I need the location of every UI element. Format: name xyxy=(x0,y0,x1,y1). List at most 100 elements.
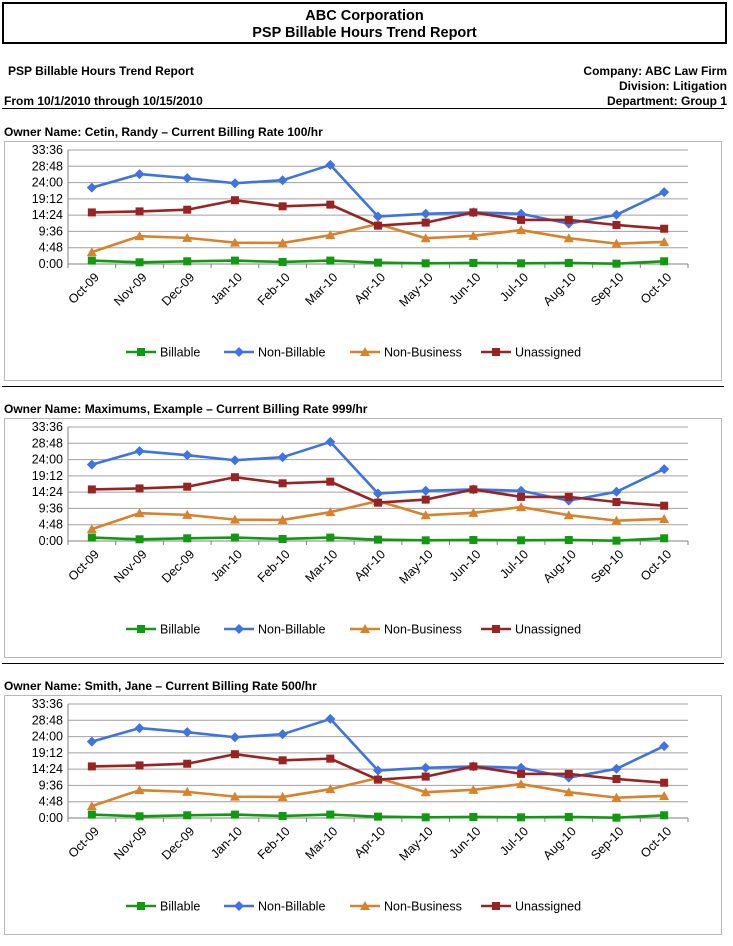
data-point-non-business xyxy=(468,784,479,794)
legend: Billable Non-Billable Non-Business Unassign… xyxy=(126,623,581,637)
x-tick-label: Sep-10 xyxy=(588,547,626,585)
legend: Billable Non-Billable Non-Business Unassign… xyxy=(126,346,581,360)
data-point-billable xyxy=(183,257,192,266)
data-point-billable xyxy=(278,534,287,543)
series-non-billable xyxy=(86,436,670,506)
data-point-non-business xyxy=(611,238,622,248)
x-tick-label: Nov-09 xyxy=(111,270,149,308)
gridlines xyxy=(68,149,688,249)
legend-marker-unassigned xyxy=(492,902,500,910)
data-point-non-billable xyxy=(420,762,431,773)
data-point-unassigned xyxy=(230,473,239,482)
data-point-billable xyxy=(87,533,96,542)
data-point-unassigned xyxy=(135,761,144,770)
y-tick-label: 24:00 xyxy=(32,176,63,190)
data-point-non-billable xyxy=(229,732,240,743)
legend-label-billable: Billable xyxy=(160,623,200,637)
section-divider-2 xyxy=(2,663,724,664)
chart-svg-3: 0:00 4:48 9:36 14:24 19:12 24:00 28:48 33:36 Oct… xyxy=(32,697,689,914)
x-tick-label: Apr-10 xyxy=(352,547,388,583)
data-point-billable xyxy=(135,258,144,267)
data-point-unassigned xyxy=(87,485,96,494)
data-point-non-business xyxy=(563,510,574,520)
y-tick-label: 33:36 xyxy=(32,697,63,711)
legend-marker-non-billable xyxy=(234,901,244,911)
data-point-unassigned xyxy=(326,200,335,209)
data-point-billable xyxy=(421,259,430,268)
data-point-non-billable xyxy=(277,452,288,463)
data-point-unassigned xyxy=(612,497,621,506)
section-divider-1 xyxy=(2,386,724,387)
data-point-non-business xyxy=(420,787,431,797)
data-point-non-business xyxy=(659,790,670,800)
data-point-non-business xyxy=(325,784,336,794)
gridlines xyxy=(68,426,688,526)
data-point-unassigned xyxy=(183,759,192,768)
data-point-unassigned xyxy=(183,205,192,214)
data-point-non-business xyxy=(563,233,574,243)
data-point-non-business xyxy=(611,792,622,802)
data-point-non-business xyxy=(277,791,288,801)
trend-chart-3: 0:00 4:48 9:36 14:24 19:12 24:00 28:48 33:36 Oct… xyxy=(4,695,722,935)
data-point-billable xyxy=(374,535,382,544)
y-tick-label: 24:00 xyxy=(32,730,63,744)
x-tick-label: Oct-10 xyxy=(638,547,674,583)
x-tick-label: Mar-10 xyxy=(303,547,341,585)
data-point-unassigned xyxy=(278,479,287,488)
data-point-unassigned xyxy=(135,484,144,493)
data-point-non-business xyxy=(516,502,527,512)
x-tick-label: Apr-10 xyxy=(352,270,388,306)
x-tick-label: Jan-10 xyxy=(208,824,245,861)
data-point-non-business xyxy=(182,232,193,242)
y-tick-label: 19:12 xyxy=(32,192,63,206)
series-non-billable xyxy=(86,713,670,783)
data-point-billable xyxy=(230,256,239,265)
data-point-unassigned xyxy=(421,495,430,504)
y-tick-label: 24:00 xyxy=(32,453,63,467)
report-title-box: ABC Corporation PSP Billable Hours Trend… xyxy=(2,2,727,44)
legend-label-unassigned: Unassigned xyxy=(515,900,581,914)
data-point-billable xyxy=(517,259,526,268)
series-unassigned xyxy=(87,473,669,510)
legend-marker-non-business xyxy=(360,901,370,910)
data-point-unassigned xyxy=(564,769,573,778)
data-point-non-business xyxy=(325,230,336,240)
data-point-unassigned xyxy=(660,778,669,787)
x-tick-label: Jun-10 xyxy=(447,547,484,584)
x-tick-label: Mar-10 xyxy=(303,824,341,862)
trend-chart-2: 0:00 4:48 9:36 14:24 19:12 24:00 28:48 33:36 Oct… xyxy=(4,418,722,658)
data-point-billable xyxy=(87,256,96,265)
data-point-billable xyxy=(278,257,287,266)
data-point-billable xyxy=(612,259,621,268)
data-point-billable xyxy=(564,535,573,544)
report-subtitle: PSP Billable Hours Trend Report xyxy=(8,64,194,78)
x-tick-label: Dec-09 xyxy=(159,270,197,308)
gridlines xyxy=(68,703,688,803)
x-tick-label: May-10 xyxy=(396,270,435,309)
y-tick-label: 14:24 xyxy=(32,485,63,499)
y-tick-label: 19:12 xyxy=(32,746,63,760)
x-tick-label: Nov-09 xyxy=(111,547,149,585)
data-point-billable xyxy=(326,533,335,542)
series-non-billable xyxy=(86,159,670,229)
x-tick-label: Jan-10 xyxy=(208,270,245,307)
data-point-non-business xyxy=(134,785,145,795)
data-point-non-billable xyxy=(659,741,670,752)
x-tick-label: Oct-09 xyxy=(66,824,102,860)
chart-svg-2: 0:00 4:48 9:36 14:24 19:12 24:00 28:48 33:36 Oct… xyxy=(32,420,689,637)
data-point-non-business xyxy=(229,237,240,247)
data-point-non-billable xyxy=(659,464,670,475)
data-point-non-billable xyxy=(182,450,193,461)
data-point-non-business xyxy=(134,508,145,518)
legend-marker-billable xyxy=(137,625,145,633)
data-point-unassigned xyxy=(374,498,382,507)
series-billable xyxy=(87,533,669,545)
data-point-billable xyxy=(517,536,526,545)
legend-marker-billable xyxy=(137,348,145,356)
y-tick-label: 9:36 xyxy=(39,501,63,515)
data-point-non-business xyxy=(611,515,622,525)
x-tick-label: Oct-10 xyxy=(638,270,674,306)
data-point-non-business xyxy=(659,236,670,246)
data-point-unassigned xyxy=(517,215,526,224)
data-point-billable xyxy=(469,812,478,821)
